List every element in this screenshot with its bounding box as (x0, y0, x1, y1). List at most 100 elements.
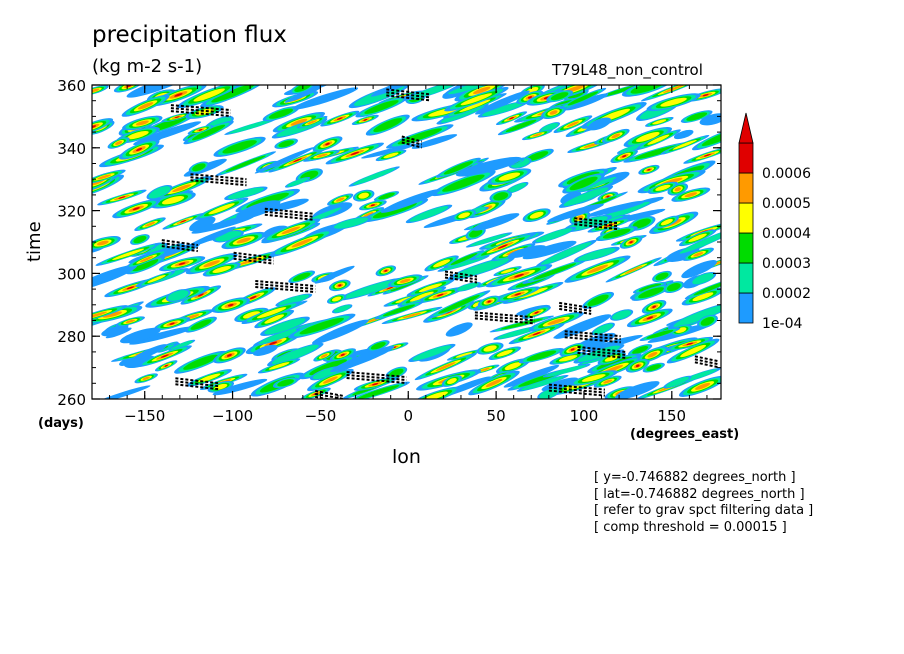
composite-marker (255, 283, 316, 290)
composite-marker (255, 286, 316, 293)
precip-streak (92, 305, 143, 324)
composite-marker (401, 138, 423, 146)
x-tick-label: −50 (305, 407, 337, 425)
precip-streak (532, 226, 577, 244)
precip-streak (352, 189, 375, 202)
precip-streak (296, 116, 328, 129)
precip-streak (442, 85, 506, 96)
precip-streak (101, 325, 129, 337)
precip-streak (161, 112, 194, 123)
composite-markers (161, 88, 720, 399)
composite-marker (694, 361, 720, 369)
precip-streak (636, 346, 669, 364)
precip-streak (307, 368, 354, 392)
composite-marker (233, 254, 274, 262)
precip-streak (559, 87, 607, 109)
precip-streak (361, 143, 418, 159)
precip-streak (635, 129, 681, 151)
precip-streak (528, 311, 584, 332)
precip-streak (215, 151, 277, 177)
precip-streak (168, 339, 196, 352)
precip-streak (211, 297, 250, 313)
precip-streak (678, 375, 721, 397)
precip-streak (614, 381, 660, 399)
precip-streak (443, 93, 507, 119)
precip-streak (601, 128, 630, 143)
run-label: T79L48_non_control (552, 61, 703, 79)
note-line: [ y=-0.746882 degrees_north ] (594, 470, 796, 485)
precip-streak (183, 120, 234, 145)
precip-streak (138, 270, 176, 287)
precip-streak (105, 327, 132, 339)
precip-streak (272, 377, 299, 389)
precip-streak (92, 264, 138, 291)
precip-streak (424, 255, 459, 272)
precip-streak (621, 85, 673, 97)
composite-marker (401, 141, 423, 149)
colorbar: 1e-04 0.0002 0.0003 0.0004 0.0005 0.0006 (738, 112, 811, 332)
colorbar-box (738, 232, 754, 264)
precip-streak (427, 290, 491, 319)
colorbar-box (738, 262, 754, 294)
precip-streak (638, 164, 660, 175)
precip-streak (158, 256, 206, 272)
colorbar-extend-max (738, 112, 754, 144)
precip-streak (408, 343, 456, 362)
precip-streak (180, 285, 222, 305)
precip-streak (573, 246, 620, 263)
colorbar-label: 1e-04 (762, 316, 802, 332)
precip-streak (257, 358, 301, 374)
precip-streak (261, 218, 321, 243)
colorbar-label: 0.0002 (762, 286, 811, 302)
precip-streak (325, 142, 384, 165)
precip-streak (680, 110, 713, 123)
precip-streak (355, 96, 408, 118)
precip-streak (496, 111, 528, 126)
heatmap-field (92, 85, 721, 399)
precip-streak (311, 319, 369, 345)
precip-streak (663, 281, 685, 294)
precip-streak (213, 136, 266, 157)
precip-streak (558, 185, 614, 208)
chart-title: precipitation flux (92, 22, 287, 48)
precip-streak (605, 257, 662, 283)
precip-streak (652, 270, 672, 282)
precip-streak (518, 348, 564, 364)
precip-streak (269, 229, 335, 257)
precip-streak (92, 118, 114, 136)
precip-streak (475, 90, 530, 115)
precip-streak (411, 134, 458, 149)
precip-streak (416, 287, 464, 304)
composite-marker (548, 383, 605, 391)
composite-marker (190, 179, 247, 187)
precip-streak (284, 86, 322, 103)
precip-streak (202, 262, 241, 277)
composite-marker (175, 380, 220, 388)
precip-streak (522, 259, 588, 284)
precip-streak (569, 370, 618, 386)
precip-streak (380, 189, 441, 213)
composite-marker (559, 307, 592, 315)
precip-streak (454, 85, 509, 102)
precip-streak (125, 249, 168, 269)
precip-streak (299, 355, 357, 380)
precip-streak (497, 116, 545, 136)
precip-streak (493, 266, 522, 277)
precip-streak (151, 176, 212, 201)
precip-streak (678, 229, 717, 247)
precip-streak (260, 316, 310, 336)
colorbar-label: 0.0004 (762, 226, 811, 242)
precip-streak (92, 85, 109, 96)
precip-streak (406, 278, 455, 297)
composite-marker (474, 314, 535, 322)
precip-streak (328, 279, 351, 292)
precip-streak (329, 348, 357, 362)
precip-streak (366, 340, 390, 352)
composite-marker (264, 213, 313, 221)
composite-marker (264, 207, 313, 215)
precip-streak (505, 181, 529, 194)
precip-streak (92, 236, 121, 250)
composite-marker (233, 251, 274, 259)
precip-streak (177, 85, 242, 109)
precip-streak (224, 186, 268, 201)
